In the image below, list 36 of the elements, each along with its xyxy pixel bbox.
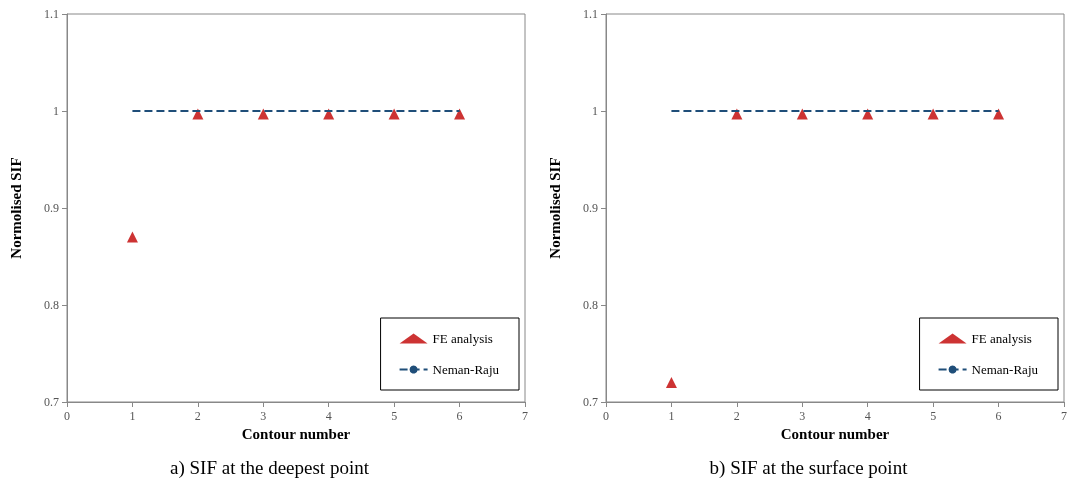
y-tick-label: 0.8 [583, 298, 598, 312]
legend-label: FE analysis [971, 331, 1032, 346]
x-tick-label: 4 [325, 409, 332, 423]
text: b) SIF at the surface point [709, 457, 909, 479]
y-tick-label: 0.7 [583, 395, 598, 409]
x-tick-label: 5 [930, 409, 937, 423]
x-axis-title: Contour number [241, 426, 351, 443]
x-tick-label: 7 [522, 409, 528, 423]
x-tick-label: 3 [260, 409, 267, 423]
x-tick-label: 5 [391, 409, 398, 423]
x-tick-label: 2 [194, 409, 201, 423]
x-tick-label: 7 [1061, 409, 1067, 423]
y-tick-label: 1 [53, 104, 59, 118]
y-tick-label: 1.1 [583, 7, 598, 21]
legend-label: FE analysis [432, 331, 493, 346]
x-tick-label: 0 [64, 409, 70, 423]
y-tick-label: 1.1 [44, 7, 59, 21]
x-axis-title: Contour number [780, 426, 890, 443]
x-tick-label: 6 [456, 409, 463, 423]
y-tick-label: 0.9 [44, 201, 59, 215]
x-tick-label: 2 [733, 409, 740, 423]
legend-label: Neman-Raju [971, 362, 1039, 377]
x-tick-label: 3 [799, 409, 806, 423]
text: a) SIF at the deepest point [170, 457, 370, 479]
y-tick-label: 1 [592, 104, 598, 118]
y-tick-label: 0.9 [583, 201, 598, 215]
y-tick-label: 0.7 [44, 395, 59, 409]
x-tick-label: 0 [603, 409, 609, 423]
y-tick-label: 0.8 [44, 298, 59, 312]
legend-label: Neman-Raju [432, 362, 500, 377]
x-tick-label: 6 [995, 409, 1002, 423]
x-tick-label: 1 [129, 409, 136, 423]
y-axis-title: Normolised SIF [546, 157, 563, 259]
x-tick-label: 1 [668, 409, 675, 423]
y-axis-title: Normolised SIF [7, 157, 24, 259]
x-tick-label: 4 [864, 409, 871, 423]
